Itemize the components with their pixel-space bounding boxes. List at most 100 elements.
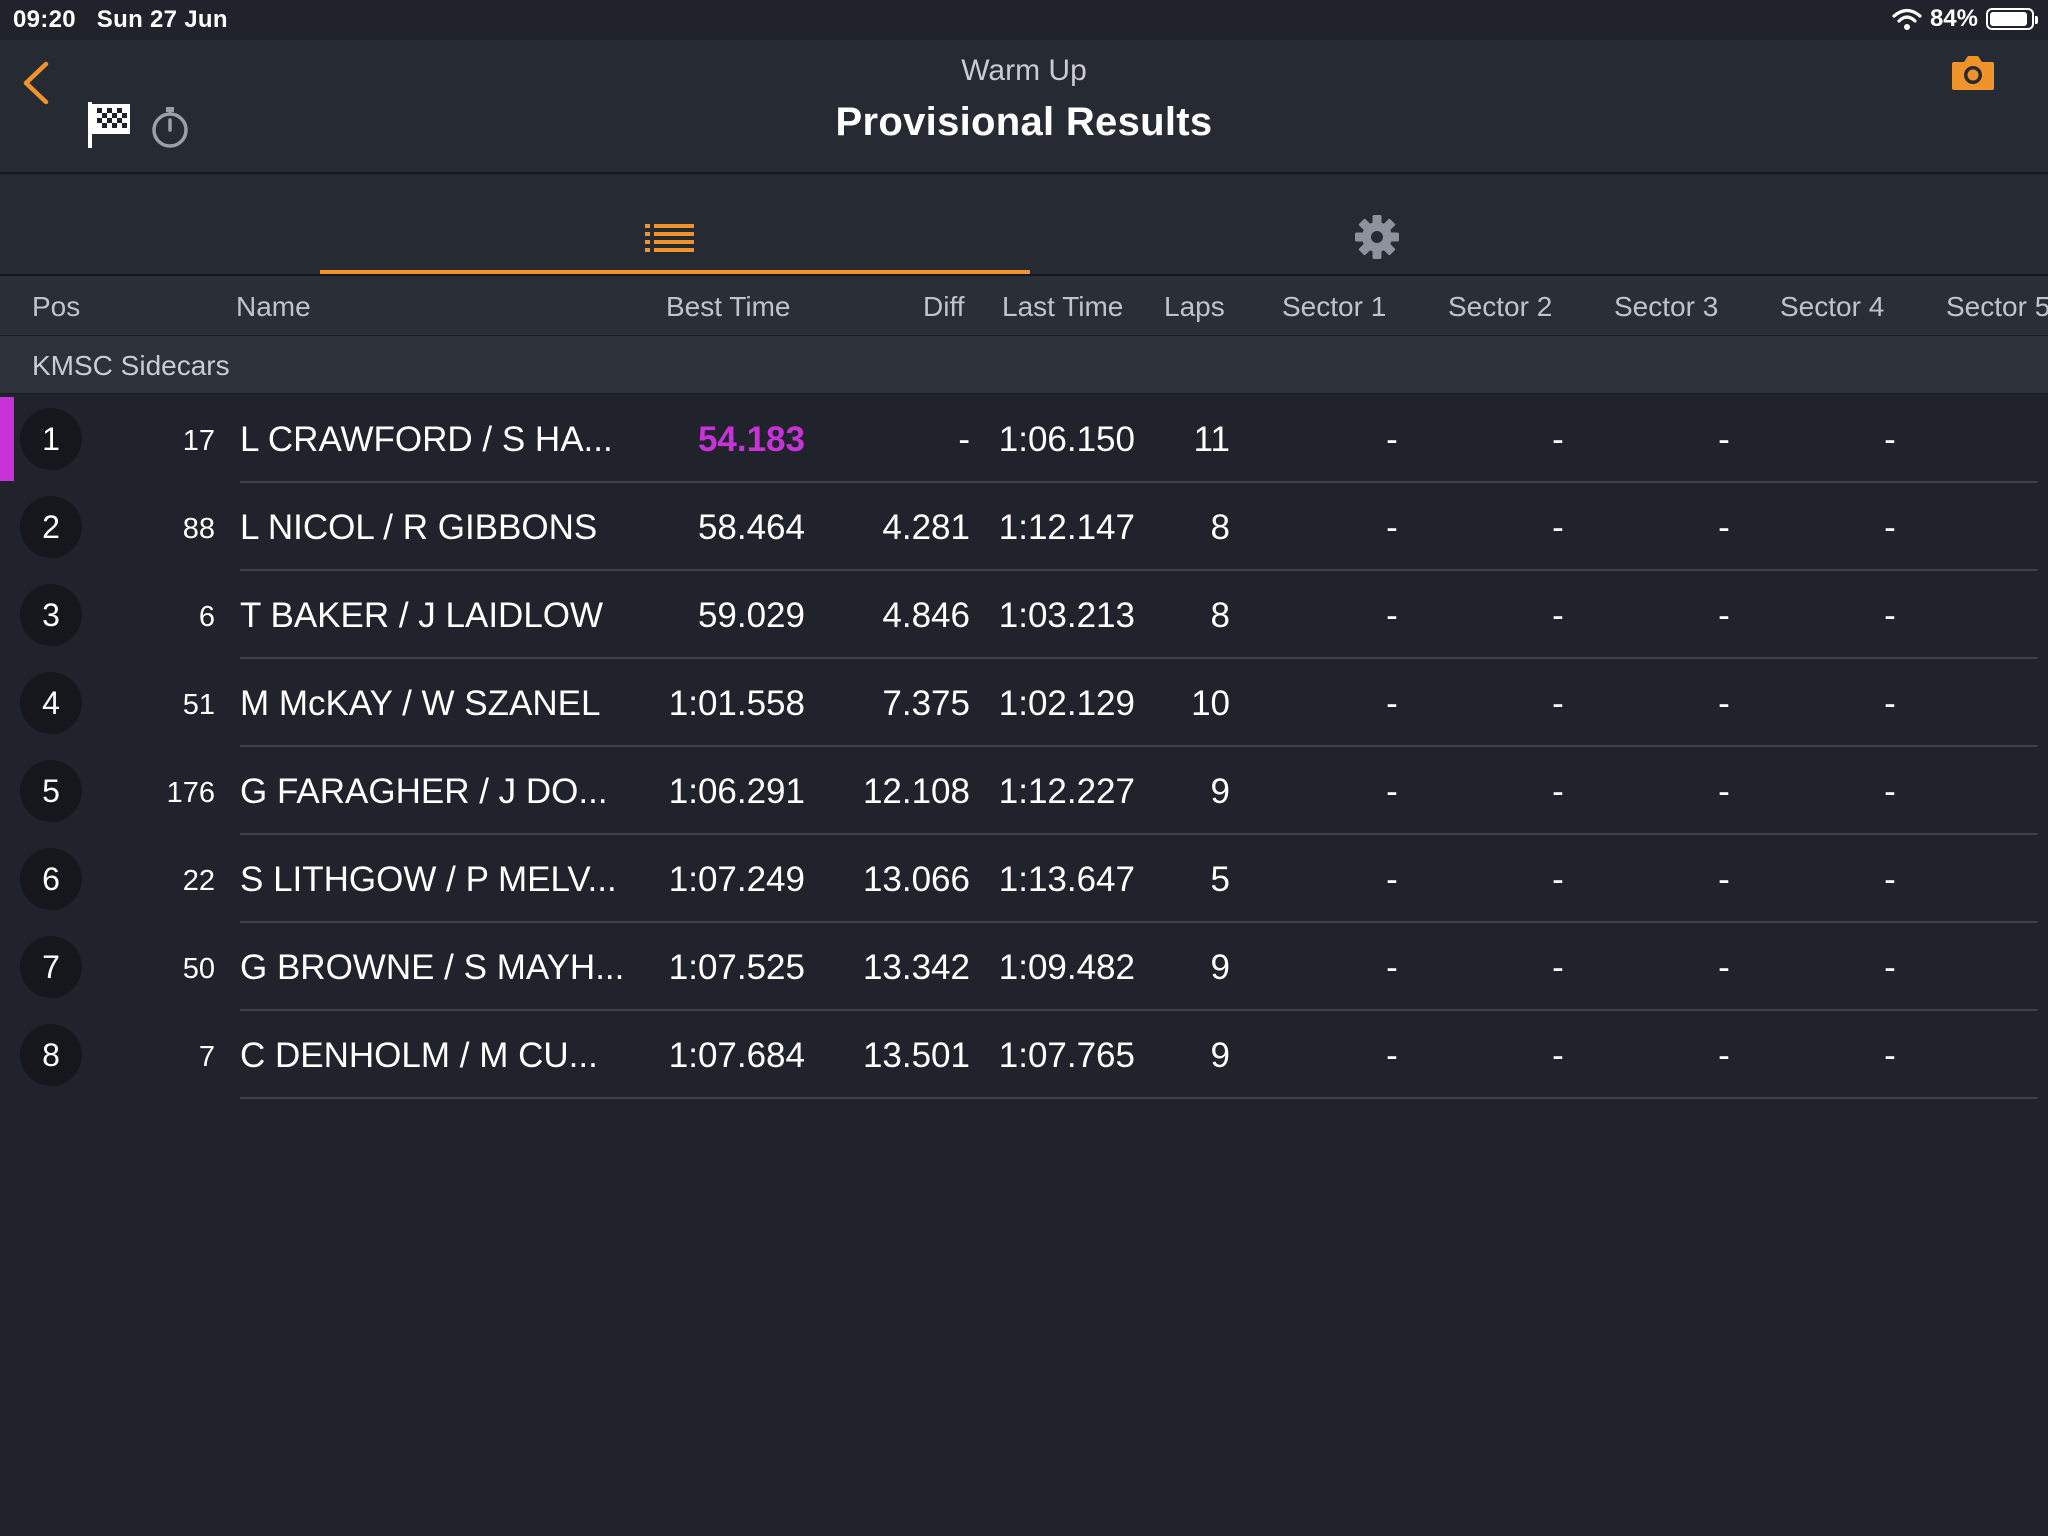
best-time: 1:07.249	[640, 860, 805, 900]
sector-3: -	[1694, 772, 1754, 812]
diff: 4.281	[810, 508, 970, 548]
table-row[interactable]: 8 7 C DENHOLM / M CU... 1:07.684 13.501 …	[0, 1011, 2048, 1099]
sector-4: -	[1860, 1036, 1920, 1076]
diff: 7.375	[810, 684, 970, 724]
laps: 11	[1150, 420, 1230, 460]
sector-4: -	[1860, 508, 1920, 548]
diff: 13.501	[810, 1036, 970, 1076]
col-sector-1[interactable]: Sector 1	[1282, 291, 1386, 323]
diff: 13.342	[810, 948, 970, 988]
sector-1: -	[1362, 1036, 1422, 1076]
table-row[interactable]: 1 17 L CRAWFORD / S HA... 54.183 - 1:06.…	[0, 395, 2048, 483]
col-sector-3[interactable]: Sector 3	[1614, 291, 1718, 323]
battery-percent: 84%	[1930, 5, 1978, 33]
col-best-time[interactable]: Best Time	[666, 291, 790, 323]
laps: 5	[1150, 860, 1230, 900]
sector-3: -	[1694, 508, 1754, 548]
col-sector-5[interactable]: Sector 5	[1946, 291, 2048, 323]
col-name[interactable]: Name	[236, 291, 311, 323]
laps: 8	[1150, 596, 1230, 636]
col-diff[interactable]: Diff	[923, 291, 965, 323]
row-divider	[240, 1097, 2038, 1099]
last-time: 1:07.765	[985, 1036, 1135, 1076]
race-number: 17	[100, 425, 215, 458]
last-time: 1:03.213	[985, 596, 1135, 636]
position-badge: 4	[20, 672, 82, 734]
laps: 8	[1150, 508, 1230, 548]
table-row[interactable]: 3 6 T BAKER / J LAIDLOW 59.029 4.846 1:0…	[0, 571, 2048, 659]
position-badge: 3	[20, 584, 82, 646]
col-sector-2[interactable]: Sector 2	[1448, 291, 1552, 323]
status-right: 84%	[1892, 5, 2034, 33]
sector-3: -	[1694, 596, 1754, 636]
battery-icon	[1986, 8, 2034, 30]
col-sector-4[interactable]: Sector 4	[1780, 291, 1884, 323]
wifi-icon	[1892, 7, 1922, 31]
sector-4: -	[1860, 772, 1920, 812]
sector-3: -	[1694, 860, 1754, 900]
diff: 12.108	[810, 772, 970, 812]
sector-1: -	[1362, 420, 1422, 460]
position-badge: 5	[20, 760, 82, 822]
last-time: 1:06.150	[985, 420, 1135, 460]
sector-3: -	[1694, 420, 1754, 460]
sector-1: -	[1362, 860, 1422, 900]
best-time: 1:07.525	[640, 948, 805, 988]
sector-4: -	[1860, 420, 1920, 460]
diff: 4.846	[810, 596, 970, 636]
rider-name: M McKAY / W SZANEL	[240, 684, 640, 724]
rider-name: G BROWNE / S MAYH...	[240, 948, 640, 988]
sector-1: -	[1362, 508, 1422, 548]
nav-header: Warm Up Provisional Results	[0, 40, 2048, 174]
session-subtitle: Warm Up	[0, 54, 2048, 88]
table-row[interactable]: 6 22 S LITHGOW / P MELV... 1:07.249 13.0…	[0, 835, 2048, 923]
col-pos[interactable]: Pos	[32, 291, 80, 323]
last-time: 1:09.482	[985, 948, 1135, 988]
gear-icon[interactable]	[1354, 214, 1400, 260]
class-group-label: KMSC Sidecars	[32, 350, 230, 382]
sector-3: -	[1694, 684, 1754, 724]
laps: 9	[1150, 948, 1230, 988]
sector-2: -	[1528, 772, 1588, 812]
laps: 9	[1150, 1036, 1230, 1076]
camera-icon[interactable]	[1950, 54, 1996, 92]
laps: 9	[1150, 772, 1230, 812]
race-number: 51	[100, 689, 215, 722]
position-badge: 6	[20, 848, 82, 910]
race-number: 6	[100, 601, 215, 634]
race-number: 7	[100, 1041, 215, 1074]
sector-1: -	[1362, 684, 1422, 724]
sector-2: -	[1528, 684, 1588, 724]
view-tabs	[0, 174, 2048, 276]
rider-name: S LITHGOW / P MELV...	[240, 860, 640, 900]
sector-1: -	[1362, 596, 1422, 636]
table-row[interactable]: 7 50 G BROWNE / S MAYH... 1:07.525 13.34…	[0, 923, 2048, 1011]
position-badge: 2	[20, 496, 82, 558]
sector-4: -	[1860, 596, 1920, 636]
table-row[interactable]: 4 51 M McKAY / W SZANEL 1:01.558 7.375 1…	[0, 659, 2048, 747]
sector-2: -	[1528, 860, 1588, 900]
col-laps[interactable]: Laps	[1164, 291, 1225, 323]
table-row[interactable]: 5 176 G FARAGHER / J DO... 1:06.291 12.1…	[0, 747, 2048, 835]
position-badge: 8	[20, 1024, 82, 1086]
status-bar: 09:20 Sun 27 Jun 84%	[0, 0, 2048, 40]
laps: 10	[1150, 684, 1230, 724]
sector-1: -	[1362, 948, 1422, 988]
results-table: 1 17 L CRAWFORD / S HA... 54.183 - 1:06.…	[0, 395, 2048, 1099]
last-time: 1:12.227	[985, 772, 1135, 812]
tab-results-list[interactable]	[320, 174, 1030, 274]
page-title: Provisional Results	[0, 100, 2048, 145]
diff: -	[810, 420, 970, 460]
rider-name: L NICOL / R GIBBONS	[240, 508, 640, 548]
best-time: 54.183	[640, 420, 805, 460]
best-time: 1:01.558	[640, 684, 805, 724]
sector-2: -	[1528, 508, 1588, 548]
sector-3: -	[1694, 948, 1754, 988]
class-group-header: KMSC Sidecars	[0, 336, 2048, 394]
col-last-time[interactable]: Last Time	[1002, 291, 1123, 323]
table-row[interactable]: 2 88 L NICOL / R GIBBONS 58.464 4.281 1:…	[0, 483, 2048, 571]
sector-4: -	[1860, 684, 1920, 724]
race-number: 50	[100, 953, 215, 986]
position-badge: 7	[20, 936, 82, 998]
race-number: 176	[100, 777, 215, 810]
